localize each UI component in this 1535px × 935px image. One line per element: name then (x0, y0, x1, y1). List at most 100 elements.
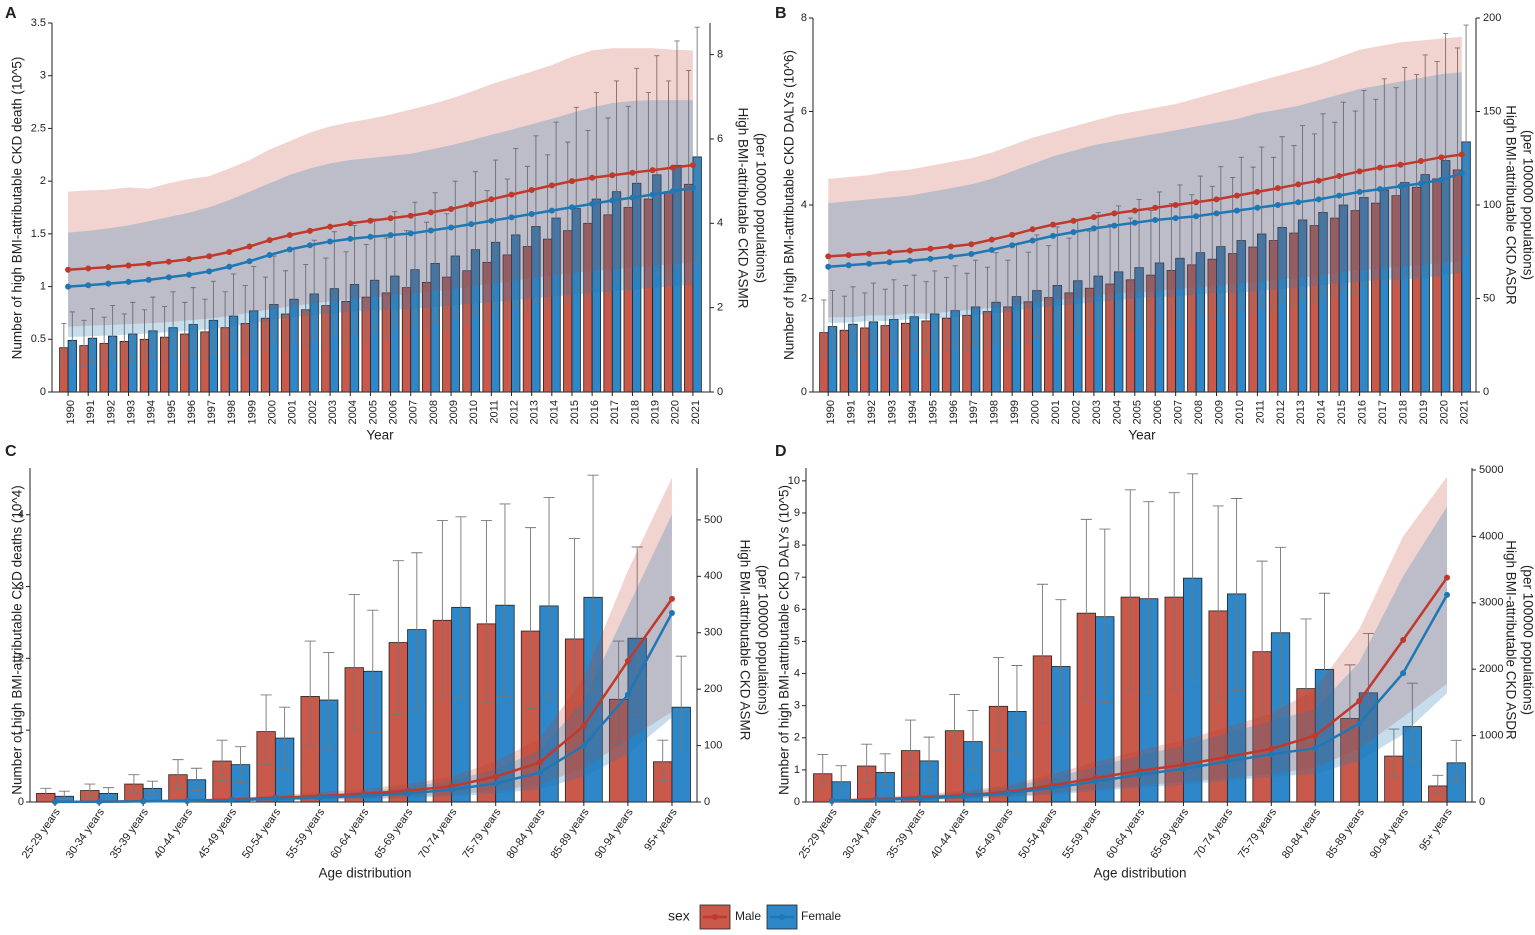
panel-label: A (5, 5, 17, 22)
error-bar (1136, 198, 1142, 325)
line-point (206, 253, 213, 260)
line-point (1213, 196, 1220, 203)
error-bar (1046, 245, 1052, 341)
y2-axis-title: (per 100000 populations) (1520, 565, 1535, 715)
x-tick-label: 2008 (428, 400, 440, 424)
line-point (1438, 176, 1445, 183)
x-tick-label: 95+ years (1417, 806, 1455, 853)
y-tick-label: 2 (40, 175, 46, 187)
y-tick-label: 8 (794, 539, 800, 551)
line-point (96, 798, 103, 805)
y-tick-label: 6 (801, 105, 807, 117)
line-point (407, 230, 414, 237)
x-tick-label: 90-94 years (593, 806, 636, 861)
error-bar (964, 272, 970, 351)
error-bar (1025, 251, 1031, 343)
line-point (548, 182, 555, 189)
line-point (407, 212, 414, 219)
line-point (1444, 591, 1451, 598)
error-bar (231, 273, 237, 351)
error-bar (686, 69, 692, 279)
error-bar (84, 783, 96, 797)
error-bar (216, 739, 228, 781)
error-bar (613, 640, 625, 745)
line-point (105, 264, 112, 271)
line-point (828, 798, 835, 805)
line-point (589, 174, 596, 181)
error-bar (412, 201, 418, 325)
y-tick-label: 0.5 (31, 333, 46, 345)
error-bar (1256, 560, 1268, 721)
line-point (367, 217, 374, 224)
line-point (624, 691, 631, 698)
error-bar (923, 281, 929, 354)
line (828, 153, 1462, 258)
line-point (629, 194, 636, 201)
line-point (145, 260, 152, 267)
x-tick-label: 2007 (1173, 400, 1185, 424)
line-point (1400, 670, 1407, 677)
line-point (580, 742, 587, 749)
error-bar (40, 787, 52, 799)
y2-axis-title: High BMI-attributable CKD ASDR (1503, 105, 1518, 305)
x-tick-label: 70-74 years (416, 806, 459, 861)
error-bar (943, 277, 950, 352)
line-point (427, 227, 434, 234)
error-bar (1087, 230, 1093, 336)
x-tick-label: 2010 (1234, 400, 1246, 424)
error-bar (170, 291, 176, 357)
line-point (165, 274, 172, 281)
line-point (105, 280, 112, 287)
line-point (186, 256, 193, 263)
line-point (1458, 151, 1465, 158)
line-point (669, 188, 676, 195)
line (828, 172, 1463, 268)
line-point (65, 283, 72, 290)
x-tick-label: 2001 (1050, 400, 1062, 424)
error-bar (222, 291, 228, 357)
line-point (1111, 210, 1118, 217)
line-point (629, 169, 636, 176)
x-tick-label: 1999 (246, 400, 258, 424)
line-point (1312, 732, 1319, 739)
error-bar (1406, 682, 1418, 762)
line-point (649, 167, 656, 174)
uncertainty-band (828, 36, 1462, 318)
error-bar (89, 308, 96, 363)
y2-tick-label: 400 (704, 570, 722, 582)
error-bar (1454, 47, 1461, 271)
x-tick-label: 80-84 years (504, 806, 547, 861)
error-bar (1066, 237, 1072, 338)
legend-label: Female (801, 909, 841, 923)
line-point (125, 262, 132, 269)
error-bar (1209, 185, 1215, 320)
y2-tick-label: 2 (717, 302, 723, 314)
y-tick-label: 2.5 (31, 122, 46, 134)
line-point (825, 253, 832, 260)
error-bar (1432, 774, 1444, 794)
error-bar (1230, 176, 1236, 317)
error-bar (1270, 156, 1277, 310)
line-point (286, 246, 293, 253)
error-bar (260, 694, 272, 766)
y2-axis-title: High BMI-attributable CKD ASMR (735, 107, 750, 308)
line-point (316, 794, 323, 801)
x-tick-label: 75-79 years (460, 806, 503, 861)
error-bar (573, 106, 579, 292)
error-bar (1422, 54, 1428, 273)
error-bar (1463, 24, 1469, 256)
x-tick-label: 2016 (589, 400, 601, 424)
x-tick-label: 1993 (125, 400, 137, 424)
error-bar (436, 519, 448, 702)
error-bar (911, 274, 917, 351)
y-tick-label: 4 (801, 199, 807, 211)
line-point (825, 263, 832, 270)
line-point (589, 200, 596, 207)
y-tick-label: 6 (794, 603, 800, 615)
line-point (448, 786, 455, 793)
error-bar (903, 284, 909, 355)
y-tick-label: 5 (794, 635, 800, 647)
error-bar (1291, 145, 1297, 306)
line-point (1233, 192, 1240, 199)
y2-tick-label: 0 (1483, 386, 1489, 398)
